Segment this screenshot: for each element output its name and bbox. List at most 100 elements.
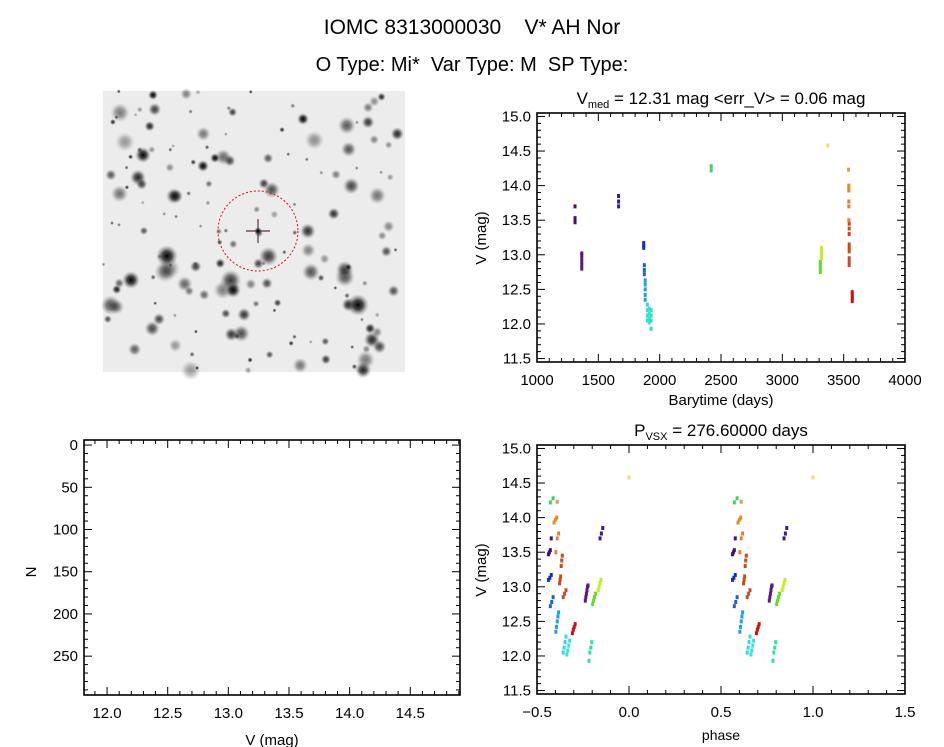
star [101, 262, 106, 267]
star [286, 152, 291, 157]
star [350, 345, 355, 350]
x-tick-label: −0.5 [522, 704, 552, 721]
data-point [649, 318, 653, 323]
y-tick-label: 13.0 [502, 579, 531, 596]
star [172, 313, 178, 318]
phase-plot: −0.5 0.0 0.5 1.0 1.5 11.5 12.0 12.5 13.0 13.5 14.0… [473, 421, 915, 743]
data-point [847, 199, 851, 204]
data-point [560, 553, 564, 558]
star [386, 173, 394, 181]
data-point [731, 550, 735, 555]
star [215, 258, 226, 269]
star [196, 126, 211, 142]
star [304, 130, 325, 150]
star [189, 260, 202, 273]
data-point [551, 595, 555, 600]
data-point [642, 245, 646, 250]
data-point [774, 640, 778, 645]
y-tick-label: 12.5 [502, 281, 531, 298]
data-point [556, 614, 560, 619]
x-tick-label: 2000 [643, 372, 676, 389]
data-point [558, 581, 562, 586]
star [252, 300, 260, 308]
data-point [558, 577, 562, 582]
star [330, 169, 342, 180]
data-point [583, 598, 587, 603]
data-point [850, 290, 854, 295]
star [204, 144, 210, 150]
star [110, 184, 129, 203]
title-rest: = 276.60000 days [667, 421, 807, 440]
data-point [584, 595, 588, 600]
y-tick-label: 50 [61, 479, 78, 496]
star [361, 115, 375, 129]
data-point [742, 581, 746, 586]
data-point [739, 536, 743, 541]
star [371, 326, 383, 338]
data-point [847, 188, 851, 193]
data-point [740, 614, 744, 619]
star [205, 200, 211, 206]
x-tick-label: 4000 [888, 372, 921, 389]
data-point [561, 595, 565, 600]
data-point [748, 588, 752, 593]
data-point [566, 648, 570, 653]
data-point [555, 536, 559, 541]
data-point [585, 588, 589, 593]
data-point [645, 302, 649, 307]
x-tick-label: 3000 [766, 372, 799, 389]
bright-star [347, 294, 369, 316]
star [180, 360, 201, 381]
star [215, 148, 232, 166]
x-tick-label: 0.0 [619, 704, 640, 721]
data-point [731, 552, 734, 557]
data-point [643, 297, 647, 302]
star [380, 245, 393, 258]
plot-frame [536, 444, 906, 695]
star [144, 120, 156, 132]
data-point [643, 292, 647, 297]
y-tick-label: 13.5 [502, 212, 531, 229]
star [252, 258, 265, 270]
star [105, 169, 117, 181]
data-point [847, 218, 851, 223]
data-point [744, 553, 748, 558]
data-point [647, 306, 651, 311]
star [261, 277, 273, 290]
data-point [580, 256, 584, 261]
data-point [768, 591, 772, 596]
bright-star [135, 147, 151, 163]
data-point [739, 619, 743, 624]
star [139, 226, 149, 236]
data-point [589, 645, 593, 650]
star [127, 342, 142, 357]
star [186, 190, 192, 197]
data-point [573, 218, 577, 223]
data-point [642, 263, 646, 268]
data-point [850, 295, 854, 300]
star [387, 284, 400, 298]
data-point [847, 183, 851, 188]
y-tick-label: 12.0 [502, 648, 531, 665]
star [198, 224, 203, 229]
data-point [643, 278, 647, 283]
data-point [642, 241, 646, 246]
star [124, 184, 130, 190]
star [344, 292, 350, 299]
data-point [554, 629, 558, 634]
data-point [739, 624, 743, 629]
y-tick-label: 11.5 [503, 351, 531, 368]
data-point [775, 602, 779, 607]
data-point [565, 652, 569, 657]
star [379, 170, 384, 175]
data-point [567, 643, 571, 648]
star [351, 363, 358, 370]
star [327, 207, 340, 220]
data-point [588, 650, 592, 655]
star [195, 89, 201, 95]
data-point [743, 564, 747, 569]
data-point [627, 475, 631, 480]
data-point [550, 600, 554, 605]
data-point [782, 581, 786, 586]
data-point [745, 650, 749, 655]
